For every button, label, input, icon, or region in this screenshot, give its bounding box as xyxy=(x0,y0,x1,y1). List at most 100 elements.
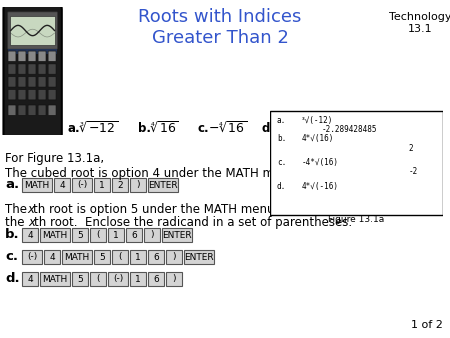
Text: 1: 1 xyxy=(135,274,141,284)
Bar xyxy=(90,272,106,286)
Text: d.: d. xyxy=(5,272,20,286)
Text: The cubed root is option 4 under the MATH menu.: The cubed root is option 4 under the MAT… xyxy=(5,167,300,180)
Bar xyxy=(94,178,110,192)
Bar xyxy=(72,178,92,192)
Bar xyxy=(72,272,88,286)
FancyBboxPatch shape xyxy=(18,51,26,62)
Text: b.: b. xyxy=(277,134,286,143)
FancyBboxPatch shape xyxy=(48,51,56,62)
FancyBboxPatch shape xyxy=(28,90,36,100)
FancyBboxPatch shape xyxy=(28,51,36,62)
FancyBboxPatch shape xyxy=(270,111,443,215)
Text: -4*√(16): -4*√(16) xyxy=(301,158,338,167)
Text: ENTER: ENTER xyxy=(148,180,178,190)
Bar xyxy=(148,178,178,192)
Bar xyxy=(22,250,42,264)
Bar xyxy=(112,250,128,264)
Text: $\sqrt[4]{-16}$: $\sqrt[4]{-16}$ xyxy=(274,120,313,136)
FancyBboxPatch shape xyxy=(18,105,26,115)
Text: ): ) xyxy=(136,180,140,190)
Bar xyxy=(94,250,110,264)
Bar xyxy=(126,228,142,242)
Bar xyxy=(54,178,70,192)
Text: 4: 4 xyxy=(59,180,65,190)
FancyBboxPatch shape xyxy=(8,51,16,62)
Text: (: ( xyxy=(118,252,122,262)
Bar xyxy=(72,228,88,242)
FancyBboxPatch shape xyxy=(48,64,56,74)
Text: Evaluate:: Evaluate: xyxy=(5,121,61,135)
Text: 4: 4 xyxy=(49,252,55,262)
FancyBboxPatch shape xyxy=(4,5,62,138)
Text: th root is option 5 under the MATH menu.  Enter the index before: th root is option 5 under the MATH menu.… xyxy=(33,203,419,216)
Text: the: the xyxy=(5,216,28,229)
FancyBboxPatch shape xyxy=(48,105,56,115)
Text: 5: 5 xyxy=(99,252,105,262)
Text: c.: c. xyxy=(5,250,18,264)
Bar xyxy=(148,272,164,286)
Text: Figure 13.1a: Figure 13.1a xyxy=(328,215,385,224)
Bar xyxy=(166,250,182,264)
Text: 4: 4 xyxy=(27,231,33,240)
Text: 2: 2 xyxy=(117,180,123,190)
FancyBboxPatch shape xyxy=(8,12,58,49)
Text: 2: 2 xyxy=(409,144,413,153)
FancyBboxPatch shape xyxy=(8,77,16,87)
Text: 6: 6 xyxy=(153,274,159,284)
FancyBboxPatch shape xyxy=(38,105,46,115)
Bar xyxy=(62,250,92,264)
Text: (-): (-) xyxy=(27,252,37,262)
Text: a.: a. xyxy=(5,178,19,192)
Text: 6: 6 xyxy=(131,231,137,240)
Text: (-): (-) xyxy=(113,274,123,284)
Bar xyxy=(184,250,214,264)
Text: d.: d. xyxy=(277,182,286,191)
Text: -2: -2 xyxy=(409,167,418,176)
FancyBboxPatch shape xyxy=(38,90,46,100)
Text: MATH: MATH xyxy=(42,274,68,284)
Bar xyxy=(108,272,128,286)
FancyBboxPatch shape xyxy=(18,77,26,87)
Text: MATH: MATH xyxy=(24,180,50,190)
Text: a.: a. xyxy=(277,117,286,125)
Text: 5: 5 xyxy=(77,231,83,240)
Bar xyxy=(130,178,146,192)
FancyBboxPatch shape xyxy=(38,77,46,87)
FancyBboxPatch shape xyxy=(48,90,56,100)
Bar xyxy=(44,250,60,264)
Bar xyxy=(162,228,192,242)
FancyBboxPatch shape xyxy=(10,16,55,45)
Text: The: The xyxy=(5,203,31,216)
Bar xyxy=(40,272,70,286)
Text: Roots with Indices
Greater Than 2: Roots with Indices Greater Than 2 xyxy=(138,8,302,47)
Text: MATH: MATH xyxy=(64,252,90,262)
FancyBboxPatch shape xyxy=(9,49,57,54)
Text: 1 of 2: 1 of 2 xyxy=(411,320,443,330)
Text: $\sqrt[3]{-12}$: $\sqrt[3]{-12}$ xyxy=(79,120,118,136)
Text: 4*√(16): 4*√(16) xyxy=(301,134,333,143)
Text: c.: c. xyxy=(277,158,286,167)
FancyBboxPatch shape xyxy=(28,105,36,115)
Text: th root.  Enclose the radicand in a set of parentheses.: th root. Enclose the radicand in a set o… xyxy=(34,216,352,229)
FancyBboxPatch shape xyxy=(38,64,46,74)
FancyBboxPatch shape xyxy=(48,77,56,87)
Bar xyxy=(130,250,146,264)
Bar xyxy=(144,228,160,242)
FancyBboxPatch shape xyxy=(28,64,36,74)
Text: $\sqrt[4]{16}$: $\sqrt[4]{16}$ xyxy=(150,120,179,136)
Bar xyxy=(22,178,52,192)
Text: a.: a. xyxy=(68,121,81,135)
Text: ENTER: ENTER xyxy=(162,231,192,240)
Text: x: x xyxy=(28,216,35,229)
Bar xyxy=(130,272,146,286)
FancyBboxPatch shape xyxy=(8,64,16,74)
Text: Technology
13.1: Technology 13.1 xyxy=(389,12,450,33)
FancyBboxPatch shape xyxy=(8,105,16,115)
Text: -2.289428485: -2.289428485 xyxy=(322,125,378,134)
FancyBboxPatch shape xyxy=(38,51,46,62)
Text: (-): (-) xyxy=(77,180,87,190)
Bar xyxy=(40,228,70,242)
Text: 1: 1 xyxy=(99,180,105,190)
FancyBboxPatch shape xyxy=(18,90,26,100)
Bar xyxy=(22,228,38,242)
